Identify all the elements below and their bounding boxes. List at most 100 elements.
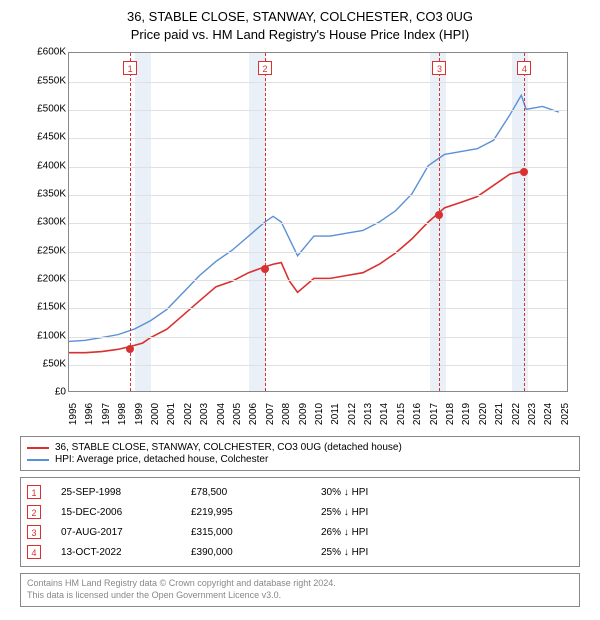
x-tick-label: 2014 bbox=[379, 403, 390, 425]
y-tick-label: £600K bbox=[37, 47, 66, 58]
row-pct: 25% ↓ HPI bbox=[321, 547, 441, 558]
price-line bbox=[69, 172, 523, 353]
row-price: £78,500 bbox=[191, 487, 321, 498]
y-tick-label: £100K bbox=[37, 330, 66, 341]
y-tick-label: £200K bbox=[37, 274, 66, 285]
row-price: £315,000 bbox=[191, 527, 321, 538]
legend-swatch bbox=[27, 447, 49, 449]
legend-swatch bbox=[27, 459, 49, 461]
x-tick-label: 2001 bbox=[166, 403, 177, 425]
footer-line-2: This data is licensed under the Open Gov… bbox=[27, 590, 573, 602]
legend-row: HPI: Average price, detached house, Colc… bbox=[27, 454, 573, 465]
row-date: 25-SEP-1998 bbox=[61, 487, 191, 498]
gridline bbox=[69, 138, 567, 139]
y-tick-label: £250K bbox=[37, 245, 66, 256]
legend-row: 36, STABLE CLOSE, STANWAY, COLCHESTER, C… bbox=[27, 442, 573, 453]
x-tick-label: 2005 bbox=[232, 403, 243, 425]
row-number: 4 bbox=[27, 545, 41, 559]
x-tick-label: 2010 bbox=[314, 403, 325, 425]
x-tick-label: 1997 bbox=[101, 403, 112, 425]
legend-label: 36, STABLE CLOSE, STANWAY, COLCHESTER, C… bbox=[55, 442, 402, 453]
x-tick-label: 2011 bbox=[330, 404, 341, 426]
row-date: 15-DEC-2006 bbox=[61, 507, 191, 518]
row-pct: 30% ↓ HPI bbox=[321, 487, 441, 498]
x-tick-label: 2004 bbox=[216, 403, 227, 425]
row-date: 07-AUG-2017 bbox=[61, 527, 191, 538]
sale-marker-line bbox=[130, 53, 131, 391]
x-tick-label: 2000 bbox=[150, 403, 161, 425]
sale-marker-number: 2 bbox=[258, 61, 272, 75]
x-tick-label: 2008 bbox=[281, 403, 292, 425]
y-tick-label: £50K bbox=[43, 359, 66, 370]
y-tick-label: £0 bbox=[55, 387, 66, 398]
table-row: 2 15-DEC-2006£219,99525% ↓ HPI bbox=[27, 502, 573, 522]
transactions-table: 1 25-SEP-1998£78,50030% ↓ HPI 2 15-DEC-2006… bbox=[20, 477, 580, 567]
row-number: 3 bbox=[27, 525, 41, 539]
x-tick-label: 2015 bbox=[396, 403, 407, 425]
x-tick-label: 2023 bbox=[527, 403, 538, 425]
page: 36, STABLE CLOSE, STANWAY, COLCHESTER, C… bbox=[0, 0, 600, 617]
x-tick-label: 2009 bbox=[298, 403, 309, 425]
plot-area: 1 2 3 4 bbox=[68, 52, 568, 392]
x-tick-label: 2017 bbox=[429, 403, 440, 425]
gridline bbox=[69, 308, 567, 309]
sale-marker-line bbox=[439, 53, 440, 391]
y-tick-label: £550K bbox=[37, 75, 66, 86]
sale-marker-number: 4 bbox=[517, 61, 531, 75]
gridline bbox=[69, 195, 567, 196]
gridline bbox=[69, 280, 567, 281]
row-pct: 25% ↓ HPI bbox=[321, 507, 441, 518]
sale-point bbox=[520, 168, 528, 176]
y-tick-label: £350K bbox=[37, 189, 66, 200]
sale-marker-number: 1 bbox=[123, 61, 137, 75]
y-axis-labels: £0£50K£100K£150K£200K£250K£300K£350K£400… bbox=[20, 52, 68, 392]
sale-marker-number: 3 bbox=[432, 61, 446, 75]
gridline bbox=[69, 82, 567, 83]
gridline bbox=[69, 252, 567, 253]
row-number: 1 bbox=[27, 485, 41, 499]
row-price: £219,995 bbox=[191, 507, 321, 518]
gridline bbox=[69, 110, 567, 111]
x-tick-label: 2024 bbox=[543, 403, 554, 425]
sale-point bbox=[261, 265, 269, 273]
table-row: 3 07-AUG-2017£315,00026% ↓ HPI bbox=[27, 522, 573, 542]
sale-marker-line bbox=[524, 53, 525, 391]
y-tick-label: £500K bbox=[37, 104, 66, 115]
x-tick-label: 2012 bbox=[347, 403, 358, 425]
x-tick-label: 2018 bbox=[445, 403, 456, 425]
x-tick-label: 1995 bbox=[68, 403, 79, 425]
x-tick-label: 2021 bbox=[494, 403, 505, 425]
row-number: 2 bbox=[27, 505, 41, 519]
gridline bbox=[69, 223, 567, 224]
sale-marker-line bbox=[265, 53, 266, 391]
x-tick-label: 2025 bbox=[560, 403, 571, 425]
title-line-1: 36, STABLE CLOSE, STANWAY, COLCHESTER, C… bbox=[10, 8, 590, 26]
y-tick-label: £300K bbox=[37, 217, 66, 228]
x-tick-label: 2020 bbox=[478, 403, 489, 425]
chart-title: 36, STABLE CLOSE, STANWAY, COLCHESTER, C… bbox=[10, 8, 590, 44]
row-pct: 26% ↓ HPI bbox=[321, 527, 441, 538]
x-tick-label: 2016 bbox=[412, 403, 423, 425]
x-tick-label: 2022 bbox=[511, 403, 522, 425]
gridline bbox=[69, 337, 567, 338]
title-line-2: Price paid vs. HM Land Registry's House … bbox=[10, 26, 590, 44]
x-tick-label: 1996 bbox=[84, 403, 95, 425]
row-date: 13-OCT-2022 bbox=[61, 547, 191, 558]
x-tick-label: 2007 bbox=[265, 403, 276, 425]
x-tick-label: 2002 bbox=[183, 403, 194, 425]
x-tick-label: 2003 bbox=[199, 403, 210, 425]
x-tick-label: 1998 bbox=[117, 403, 128, 425]
hpi-line bbox=[69, 96, 559, 342]
footer: Contains HM Land Registry data © Crown c… bbox=[20, 573, 580, 606]
row-price: £390,000 bbox=[191, 547, 321, 558]
x-tick-label: 2006 bbox=[248, 403, 259, 425]
x-tick-label: 2019 bbox=[461, 403, 472, 425]
table-row: 1 25-SEP-1998£78,50030% ↓ HPI bbox=[27, 482, 573, 502]
x-tick-label: 2013 bbox=[363, 403, 374, 425]
gridline bbox=[69, 167, 567, 168]
y-tick-label: £150K bbox=[37, 302, 66, 313]
y-tick-label: £400K bbox=[37, 160, 66, 171]
legend-label: HPI: Average price, detached house, Colc… bbox=[55, 454, 268, 465]
footer-line-1: Contains HM Land Registry data © Crown c… bbox=[27, 578, 573, 590]
x-tick-label: 1999 bbox=[134, 403, 145, 425]
